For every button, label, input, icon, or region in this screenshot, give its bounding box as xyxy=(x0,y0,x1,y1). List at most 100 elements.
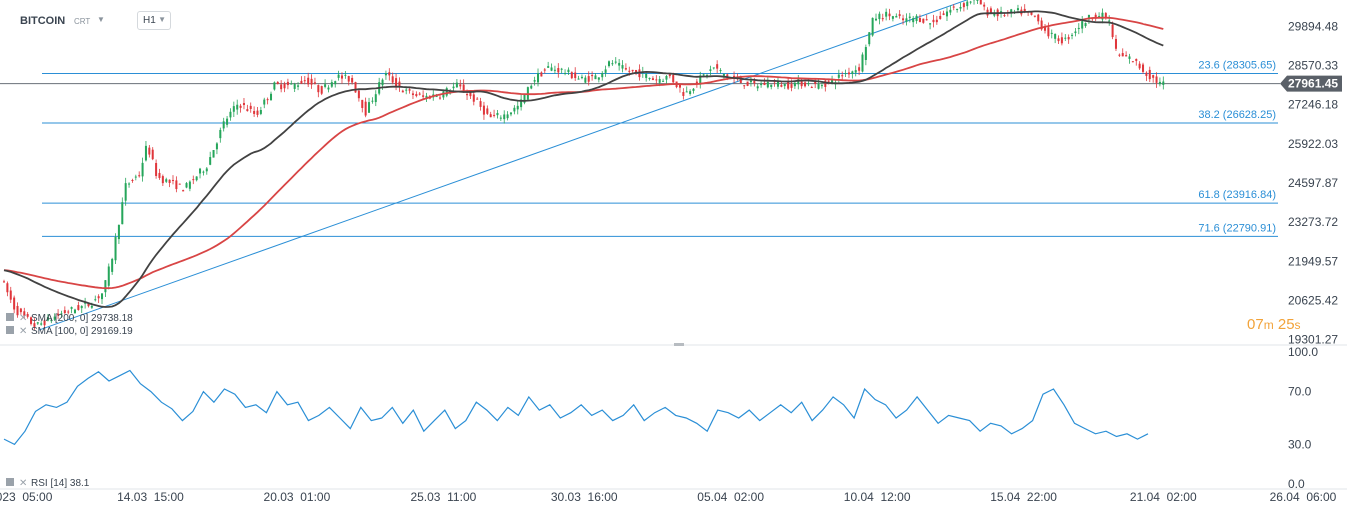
candle-body xyxy=(479,101,482,107)
candle-body xyxy=(411,93,414,95)
candle-body xyxy=(374,94,377,103)
candle-body xyxy=(635,70,638,73)
candle-body xyxy=(858,67,861,71)
candle-body xyxy=(898,14,901,16)
candle-body xyxy=(506,114,509,119)
candle-body xyxy=(80,305,83,309)
candle-body xyxy=(560,68,563,70)
candle-body xyxy=(1108,20,1111,22)
candle-body xyxy=(19,308,22,313)
x-tick-label: 21.04 02:00 xyxy=(1130,490,1197,504)
candle-body xyxy=(297,85,300,87)
candle-body xyxy=(215,143,218,150)
candle-body xyxy=(486,108,489,114)
candle-body xyxy=(455,82,458,88)
timeframe-select[interactable]: H1 ▼ xyxy=(137,11,171,30)
candle-body xyxy=(868,32,871,45)
close-icon: ✕ xyxy=(19,478,27,489)
candle-body xyxy=(949,9,952,13)
price-tick-label: 19301.27 xyxy=(1288,333,1338,347)
candle-body xyxy=(46,316,49,321)
candle-body xyxy=(1138,63,1141,69)
candle-body xyxy=(344,74,347,76)
candle-body xyxy=(685,91,688,93)
candle-body xyxy=(1047,27,1050,37)
candle-body xyxy=(40,323,43,325)
close-icon: ✕ xyxy=(19,313,27,324)
candle-body xyxy=(665,75,668,80)
candle-body xyxy=(171,179,175,181)
candle-body xyxy=(239,105,242,108)
candle-body xyxy=(253,111,256,114)
candle-body xyxy=(317,85,320,93)
candle-body xyxy=(391,76,394,83)
candle-body xyxy=(885,11,888,17)
candle-body xyxy=(959,6,962,9)
candle-body xyxy=(1101,12,1104,20)
candle-body xyxy=(956,8,959,11)
candle-body xyxy=(438,97,442,99)
candle-body xyxy=(604,69,607,73)
candle-body xyxy=(466,94,469,96)
candle-body xyxy=(395,78,398,87)
candle-body xyxy=(820,85,823,87)
candle-body xyxy=(496,112,499,116)
rsi-line xyxy=(3,369,1149,446)
candle-body xyxy=(878,13,881,20)
candle-body xyxy=(229,111,232,118)
candle-body xyxy=(1003,15,1006,17)
fib-level-label: 38.2 (26628.25) xyxy=(1198,109,1276,121)
chevron-down-icon[interactable]: ▼ xyxy=(97,15,105,24)
symbol-name[interactable]: BITCOIN xyxy=(20,15,66,27)
candle-body xyxy=(276,81,279,84)
candle-body xyxy=(195,176,198,181)
candle-body xyxy=(753,80,756,84)
candle-body xyxy=(6,283,9,293)
candle-body xyxy=(36,322,39,324)
candle-body xyxy=(760,83,763,86)
candle-body xyxy=(337,74,340,78)
candle-body xyxy=(482,105,485,115)
candle-body xyxy=(226,118,229,125)
candle-body xyxy=(790,84,793,88)
candle-body xyxy=(699,75,702,85)
candle-body xyxy=(361,99,364,108)
candle-body xyxy=(509,112,512,115)
close-icon: ✕ xyxy=(19,326,27,337)
candle-body xyxy=(1098,16,1101,18)
candle-body xyxy=(114,237,117,261)
candle-body xyxy=(151,149,154,160)
candle-body xyxy=(1074,31,1077,34)
candle-body xyxy=(1084,23,1087,27)
candle-body xyxy=(354,82,357,93)
x-tick-label: 10.04 12:00 xyxy=(844,490,911,504)
candle-body xyxy=(141,162,144,177)
candle-body xyxy=(780,85,783,87)
candle-body xyxy=(763,82,766,86)
candle-body xyxy=(310,78,313,85)
x-tick-label: 05.04 02:00 xyxy=(697,490,764,504)
candle-body xyxy=(452,86,455,89)
candle-body xyxy=(212,150,215,158)
candle-body xyxy=(712,67,715,69)
candle-body xyxy=(327,87,330,90)
candle-body xyxy=(1114,38,1117,49)
candle-body xyxy=(678,83,681,88)
instrument-type: CRT xyxy=(74,17,91,26)
candle-body xyxy=(280,84,283,90)
x-tick-label: 20.03 01:00 xyxy=(264,490,331,504)
candle-body xyxy=(895,16,898,18)
candle-body xyxy=(347,76,350,82)
candle-body xyxy=(1131,61,1134,63)
candle-body xyxy=(398,81,401,88)
candle-body xyxy=(945,11,949,17)
candle-body xyxy=(489,114,492,118)
candle-body xyxy=(131,180,134,182)
x-tick-label: 30.03 16:00 xyxy=(551,490,618,504)
candle-body xyxy=(837,74,840,78)
rsi-tick-label: 0.0 xyxy=(1288,477,1305,491)
candle-body xyxy=(290,83,293,85)
candle-body xyxy=(144,145,147,161)
